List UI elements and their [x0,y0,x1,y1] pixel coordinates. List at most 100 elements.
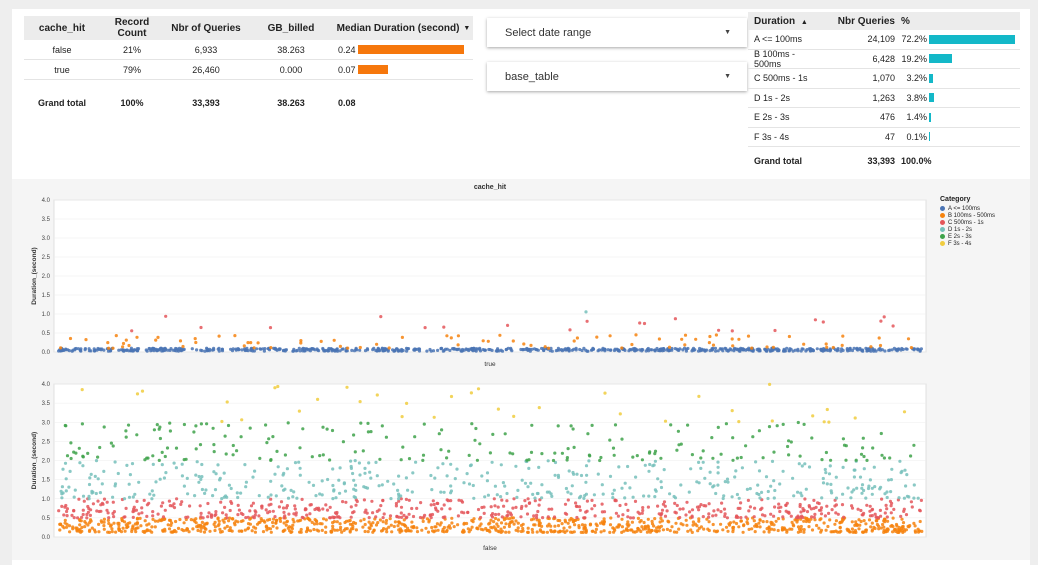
data-point [905,494,910,498]
data-point [916,496,920,500]
legend-item[interactable]: D 1s - 2s [940,226,995,233]
y-tick-label: 1.0 [42,497,51,503]
data-point [415,526,419,530]
data-point [318,454,322,458]
header-median-duration[interactable]: Median Duration (second) ▼ [334,23,473,34]
data-point [912,483,916,487]
data-point [411,471,415,475]
data-point [282,510,286,514]
data-point [660,511,664,516]
data-point [230,501,234,505]
legend-dot [940,206,945,211]
data-point [400,347,404,352]
data-point [584,310,588,314]
date-range-picker[interactable]: Select date range ▼ [487,18,747,47]
data-point [537,465,541,469]
data-point [219,500,223,504]
data-point [286,421,290,425]
y-tick-label: 1.5 [42,478,51,484]
cell-gb-billed: 38.263 [277,44,305,55]
data-point [660,508,665,512]
data-point [909,500,914,504]
header-pct[interactable]: % [901,15,910,27]
data-point [612,527,616,531]
data-point [812,515,816,519]
data-point [721,496,725,501]
table-select-dropdown[interactable]: base_table ▼ [487,62,747,91]
data-point [824,348,828,352]
data-point [855,486,859,490]
data-point [480,474,484,478]
data-point [833,504,837,508]
header-nbr-queries[interactable]: Nbr Queries [837,15,895,27]
data-point [107,346,111,350]
table-header: Duration ▲ Nbr Queries % [748,12,1020,30]
data-point [913,529,917,533]
data-point [278,519,283,523]
data-point [86,451,90,455]
data-point [102,524,106,528]
data-point [102,520,106,524]
data-point [399,497,403,501]
data-point [117,348,121,352]
data-point [358,348,362,352]
header-record-count[interactable]: Record Count [114,17,150,39]
data-point [631,347,635,351]
data-point [84,338,88,342]
data-point [100,347,104,351]
legend-item[interactable]: E 2s - 3s [940,233,995,240]
legend-item[interactable]: A <= 100ms [940,205,995,212]
data-point [65,454,70,458]
data-point [854,458,858,462]
data-point [320,479,324,483]
data-point [83,525,87,529]
header-cache-hit[interactable]: cache_hit [38,22,86,34]
data-point [716,465,720,469]
header-duration[interactable]: Duration ▲ [748,16,818,27]
data-point [400,415,404,419]
data-point [233,334,237,338]
legend-item[interactable]: C 500ms - 1s [940,219,995,226]
data-point [770,349,774,353]
data-point [844,458,848,462]
data-point [864,496,868,500]
data-point [849,496,853,500]
data-point [508,511,512,515]
header-nbr-queries[interactable]: Nbr of Queries [171,22,241,34]
data-point [326,349,330,353]
data-point [572,339,576,343]
data-point [102,469,106,473]
data-point [552,515,557,519]
data-point [127,495,132,499]
legend-item[interactable]: F 3s - 4s [940,240,995,247]
data-point [697,460,701,464]
data-point [699,456,703,460]
data-point [711,456,715,460]
legend-item[interactable]: B 100ms - 500ms [940,212,995,219]
data-point [293,504,297,508]
data-point [641,508,645,513]
header-gb-billed[interactable]: GB_billed [267,22,315,34]
data-point [584,480,588,484]
data-point [553,473,557,477]
data-point [867,518,872,522]
data-point [885,495,889,500]
data-point [182,422,186,427]
data-point [225,400,229,404]
data-point [818,518,822,522]
data-point [396,524,400,528]
data-point [111,500,115,504]
data-point [269,497,273,501]
data-point [850,504,854,508]
data-point [467,482,472,486]
data-point [854,520,858,524]
data-point [524,504,528,508]
data-point [401,445,405,449]
data-point [707,528,711,533]
data-point [784,509,788,513]
data-point [765,520,769,524]
data-point [237,508,241,512]
data-point [776,517,781,521]
data-point [840,503,845,507]
data-point [912,496,916,500]
